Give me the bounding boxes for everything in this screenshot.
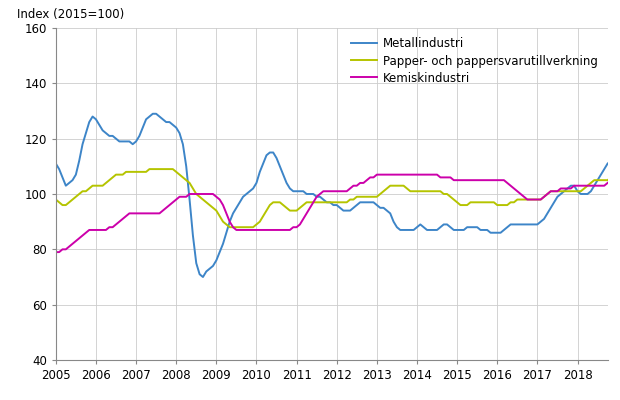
Metallindustri [149, 111, 156, 116]
Kemiskindustri [500, 178, 508, 182]
Papper- och pappersvarutillverkning [52, 197, 60, 202]
Kemiskindustri [52, 250, 60, 254]
Papper- och pappersvarutillverkning [156, 167, 163, 172]
Kemiskindustri [370, 175, 377, 180]
Metallindustri [611, 158, 618, 163]
Papper- och pappersvarutillverkning [146, 167, 153, 172]
Metallindustri [52, 161, 60, 166]
Metallindustri [249, 186, 257, 191]
Papper- och pappersvarutillverkning [226, 225, 233, 230]
Line: Papper- och pappersvarutillverkning: Papper- och pappersvarutillverkning [56, 169, 614, 227]
Papper- och pappersvarutillverkning [386, 183, 394, 188]
Metallindustri [219, 241, 227, 246]
Metallindustri [376, 206, 384, 210]
Kemiskindustri [383, 172, 391, 177]
Kemiskindustri [373, 172, 381, 177]
Kemiskindustri [611, 178, 618, 182]
Papper- och pappersvarutillverkning [611, 175, 618, 180]
Kemiskindustri [213, 194, 220, 199]
Kemiskindustri [153, 211, 160, 216]
Kemiskindustri [242, 228, 250, 232]
Metallindustri [386, 211, 394, 216]
Line: Kemiskindustri: Kemiskindustri [56, 175, 614, 252]
Papper- och pappersvarutillverkning [249, 225, 257, 230]
Metallindustri [199, 274, 206, 279]
Text: Index (2015=100): Index (2015=100) [17, 8, 125, 21]
Papper- och pappersvarutillverkning [376, 192, 384, 196]
Metallindustri [503, 225, 511, 230]
Papper- och pappersvarutillverkning [503, 203, 511, 208]
Legend: Metallindustri, Papper- och pappersvarutillverkning, Kemiskindustri: Metallindustri, Papper- och pappersvarut… [348, 34, 601, 88]
Line: Metallindustri: Metallindustri [56, 114, 614, 277]
Metallindustri [156, 114, 163, 119]
Papper- och pappersvarutillverkning [216, 214, 223, 218]
